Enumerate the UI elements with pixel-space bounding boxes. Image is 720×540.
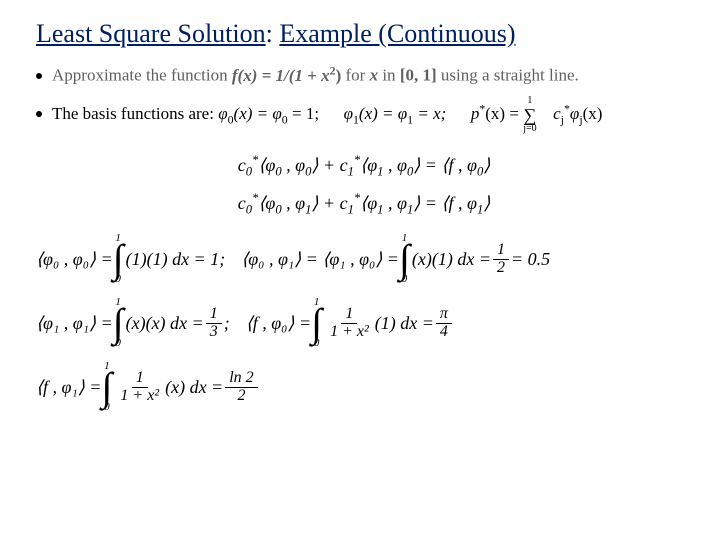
r3-lb: 0: [104, 402, 110, 413]
title-part-1: Least Square Solution: [36, 19, 266, 48]
r2a-body: (x)(x) dx =: [126, 313, 204, 334]
r3-int: 1 ∫ 0: [101, 361, 114, 413]
r1b-frac: 1 2: [493, 242, 509, 277]
sum-sigma: ∑: [523, 106, 536, 124]
r2a-den: 3: [206, 324, 222, 341]
r1b-den: 2: [493, 260, 509, 277]
b0-tail: = 1;: [288, 104, 319, 123]
approx-fdef: f(x) = 1/(1 + x2): [232, 66, 346, 85]
r3-frac: 1 1 + x²: [116, 370, 163, 405]
r2a-lb: 0: [115, 338, 121, 349]
approx-post: for x in [0, 1] using a straight line.: [346, 66, 579, 85]
r1a-int: 1 ∫ 0: [113, 233, 126, 285]
b0-phi: φ: [218, 104, 227, 123]
r2b-lhs: ⟨f , φ₀⟩ =: [246, 313, 311, 334]
r2b-res-den: 4: [436, 324, 452, 341]
integral-icon: 1 ∫ 0: [113, 233, 124, 285]
basis-pre: The basis functions are:: [52, 104, 218, 123]
r2b-res: π 4: [436, 306, 452, 341]
r2a-sign: ∫: [113, 308, 124, 338]
system-eq-1: c0*⟨φ0 , φ0⟩ + c1*⟨φ1 , φ0⟩ = ⟨f , φ0⟩: [36, 150, 692, 182]
title-sep: :: [266, 19, 280, 48]
integral-row-3: ⟨f , φ₁⟩ = 1 ∫ 0 1 1 + x² (x) dx = ln 2 …: [36, 361, 692, 413]
sum-c: c: [553, 104, 561, 123]
sum-lb: j=0: [523, 124, 536, 134]
slide-root: Least Square Solution: Example (Continuo…: [0, 0, 720, 540]
approx-fdef-main: f(x) = 1/(1 + x: [232, 66, 330, 85]
r1b-lhs: ⟨φ₀ , φ₁⟩ = ⟨φ₁ , φ₀⟩ =: [241, 249, 399, 270]
integral-row-1: ⟨φ₀ , φ₀⟩ = 1 ∫ 0 (1)(1) dx = 1; ⟨φ₀ , φ…: [36, 233, 692, 285]
approx-pre: Approximate the function: [52, 66, 232, 85]
r2b-int: 1 ∫ 0: [311, 297, 324, 349]
r1b-lb: 0: [402, 274, 408, 285]
r3-res: ln 2 2: [225, 370, 257, 405]
basis-text: The basis functions are: φ0(x) = φ0 = 1;…: [52, 96, 602, 134]
r2a-lhs: ⟨φ₁ , φ₁⟩ =: [36, 313, 113, 334]
sum-symbol: 1 ∑ j=0: [523, 96, 536, 134]
r1b-int: 1 ∫ 0: [399, 233, 412, 285]
integral-icon: 1 ∫ 0: [101, 361, 112, 413]
sum-tail: (x): [583, 104, 603, 123]
integral-row-2: ⟨φ₁ , φ₁⟩ = 1 ∫ 0 (x)(x) dx = 1 3 ; ⟨f ,…: [36, 297, 692, 349]
slide-title: Least Square Solution: Example (Continuo…: [36, 18, 692, 49]
r2b-den: 1 + x²: [326, 324, 373, 341]
system-eq-2: c0*⟨φ0 , φ1⟩ + c1*⟨φ1 , φ1⟩ = ⟨f , φ1⟩: [36, 188, 692, 220]
b1-phi: φ: [344, 104, 353, 123]
bullet-dot-icon: [36, 111, 42, 117]
r2b-frac: 1 1 + x²: [326, 306, 373, 341]
sum-phi: φ: [570, 104, 579, 123]
r2b-num: 1: [341, 306, 357, 324]
b1-tail: = x;: [413, 104, 446, 123]
r1b-num: 1: [493, 242, 509, 260]
r1a-sign: ∫: [113, 244, 124, 274]
r1b-tail: = 0.5: [511, 249, 550, 270]
r3-body: (x) dx =: [165, 377, 223, 398]
bullet-basis: The basis functions are: φ0(x) = φ0 = 1;…: [36, 96, 692, 134]
integral-icon: 1 ∫ 0: [399, 233, 410, 285]
sys2-text: c0*⟨φ0 , φ1⟩ + c1*⟨φ1 , φ1⟩ = ⟨f , φ1⟩: [238, 193, 491, 213]
r3-lhs: ⟨f , φ₁⟩ =: [36, 377, 101, 398]
r3-num: 1: [132, 370, 148, 388]
r1a-lhs: ⟨φ₀ , φ₀⟩ =: [36, 249, 113, 270]
r1a-lb: 0: [115, 274, 121, 285]
r2a-num: 1: [206, 306, 222, 324]
approx-close: ): [336, 66, 342, 85]
r2a-int: 1 ∫ 0: [113, 297, 126, 349]
r3-sign: ∫: [101, 372, 112, 402]
r2a-tail: ;: [224, 313, 230, 334]
approx-text: Approximate the function f(x) = 1/(1 + x…: [52, 63, 579, 86]
b1-mid: (x) = φ: [359, 104, 407, 123]
bullet-approx: Approximate the function f(x) = 1/(1 + x…: [36, 63, 692, 86]
r3-res-num: ln 2: [225, 370, 257, 388]
title-part-2: Example (Continuous): [279, 19, 515, 48]
r1a-body: (1)(1) dx = 1;: [126, 249, 226, 270]
r2b-res-num: π: [436, 306, 452, 324]
bullet-dot-icon: [36, 73, 42, 79]
integral-icon: 1 ∫ 0: [311, 297, 322, 349]
r2b-sign: ∫: [311, 308, 322, 338]
r3-res-den: 2: [233, 388, 249, 405]
r3-den: 1 + x²: [116, 388, 163, 405]
integral-icon: 1 ∫ 0: [113, 297, 124, 349]
b0-mid: (x) = φ: [234, 104, 282, 123]
r2a-frac: 1 3: [206, 306, 222, 341]
r1b-sign: ∫: [399, 244, 410, 274]
r2b-lb: 0: [314, 338, 320, 349]
r1b-body: (x)(1) dx =: [412, 249, 491, 270]
sys1-text: c0*⟨φ0 , φ0⟩ + c1*⟨φ1 , φ0⟩ = ⟨f , φ0⟩: [238, 155, 491, 175]
pstar-eq: (x) =: [485, 104, 523, 123]
r2b-body: (1) dx =: [375, 313, 434, 334]
